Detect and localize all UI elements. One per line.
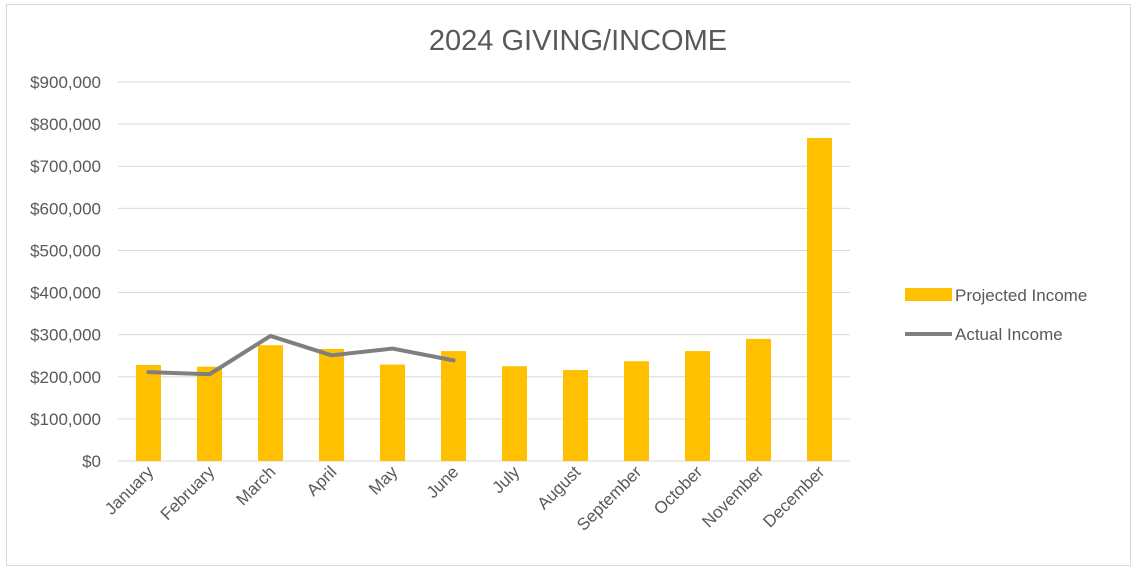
legend-swatch-projected xyxy=(905,288,952,301)
x-tick-label: August xyxy=(533,462,584,513)
bar xyxy=(319,348,344,461)
y-tick-label: $900,000 xyxy=(30,73,101,92)
gridlines xyxy=(118,81,850,462)
legend-label-actual: Actual Income xyxy=(955,325,1063,344)
y-tick-label: $0 xyxy=(82,452,101,471)
actual-income-line xyxy=(146,333,456,377)
x-tick-label: April xyxy=(303,462,340,499)
y-axis-labels: $0 $100,000 $200,000 $300,000 $400,000 $500,0… xyxy=(30,73,101,471)
bar xyxy=(441,351,466,461)
x-tick-label: March xyxy=(232,462,279,509)
x-tick-label: May xyxy=(365,462,401,498)
y-tick-label: $300,000 xyxy=(30,326,101,345)
bar xyxy=(502,366,527,461)
bar xyxy=(136,364,161,461)
x-tick-label: July xyxy=(489,462,524,497)
y-tick-label: $700,000 xyxy=(30,157,101,176)
x-tick-label: October xyxy=(650,462,706,518)
bar xyxy=(746,338,771,461)
y-tick-label: $400,000 xyxy=(30,284,101,303)
x-tick-label: November xyxy=(698,462,767,531)
bar xyxy=(624,361,649,461)
chart-frame xyxy=(6,4,1131,566)
x-tick-label: February xyxy=(157,462,219,524)
x-tick-label: June xyxy=(423,462,463,502)
bar xyxy=(197,366,222,461)
y-tick-label: $800,000 xyxy=(30,115,101,134)
x-tick-label: December xyxy=(759,462,828,531)
bar xyxy=(563,370,588,461)
line-series xyxy=(146,333,456,377)
bar xyxy=(258,345,283,461)
y-tick-label: $100,000 xyxy=(30,410,101,429)
x-tick-label: January xyxy=(101,462,158,519)
bar xyxy=(685,351,710,461)
y-tick-label: $500,000 xyxy=(30,241,101,260)
y-tick-label: $600,000 xyxy=(30,199,101,218)
bar xyxy=(807,138,832,461)
x-tick-label: September xyxy=(573,462,645,534)
legend: Projected Income Actual Income xyxy=(905,286,1087,344)
x-axis-labels: January February March April May June July Augu… xyxy=(101,462,828,535)
bar-series xyxy=(136,138,832,461)
legend-label-projected: Projected Income xyxy=(955,286,1087,305)
bar xyxy=(380,364,405,461)
y-tick-label: $200,000 xyxy=(30,368,101,387)
chart-title: 2024 GIVING/INCOME xyxy=(429,25,727,57)
